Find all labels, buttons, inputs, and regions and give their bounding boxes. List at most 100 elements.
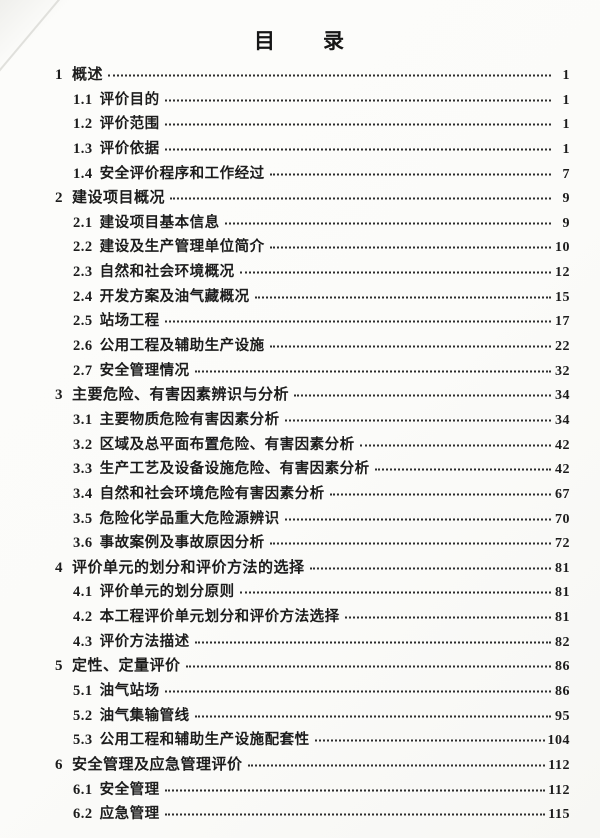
dot-leader xyxy=(164,320,551,323)
dot-leader xyxy=(294,394,551,397)
toc-entry[interactable]: 4 评价单元的划分和评价方法的选择 81 xyxy=(55,556,570,581)
entry-title: 主要危险、有害因素辨识与分析 xyxy=(72,387,290,404)
entry-title: 自然和社会环境概况 xyxy=(99,264,235,281)
entry-page-number: 42 xyxy=(555,462,570,478)
entry-page-number: 81 xyxy=(555,610,570,626)
toc-entry[interactable]: 3.5 危险化学品重大危险源辨识 70 xyxy=(55,507,570,532)
entry-page-number: 1 xyxy=(562,141,570,157)
entry-number: 6.2 xyxy=(73,806,93,823)
entry-number: 5.1 xyxy=(73,683,93,700)
entry-number: 5 xyxy=(55,658,63,675)
entry-page-number: 42 xyxy=(555,437,570,453)
entry-page-number: 7 xyxy=(562,166,570,182)
dot-leader xyxy=(239,271,551,274)
entry-page-number: 12 xyxy=(555,265,570,281)
dot-leader xyxy=(194,641,551,644)
entry-page-number: 112 xyxy=(548,782,570,798)
entry-page-number: 95 xyxy=(555,708,570,724)
toc-entry[interactable]: 1 概述 1 xyxy=(55,63,570,88)
toc-entry[interactable]: 3 主要危险、有害因素辨识与分析 34 xyxy=(55,383,570,408)
entry-title: 应急管理 xyxy=(99,806,160,823)
entry-number: 2.1 xyxy=(73,214,93,231)
entry-title: 主要物质危险有害因素分析 xyxy=(99,411,280,428)
entry-page-number: 34 xyxy=(555,412,570,428)
entry-title: 建设项目概况 xyxy=(72,190,166,207)
entry-number: 3 xyxy=(55,387,63,404)
entry-title: 安全管理及应急管理评价 xyxy=(72,756,243,773)
entry-number: 2.3 xyxy=(73,264,93,281)
entry-page-number: 32 xyxy=(555,363,570,379)
dot-leader xyxy=(314,739,545,742)
toc-entry[interactable]: 6.2 应急管理 115 xyxy=(55,802,570,827)
toc-entry[interactable]: 5.1 油气站场 86 xyxy=(55,679,570,704)
entry-number: 2.4 xyxy=(73,288,93,305)
dot-leader xyxy=(344,616,551,619)
dot-leader xyxy=(164,123,551,126)
dot-leader xyxy=(164,690,551,693)
toc-entry[interactable]: 2.4 开发方案及油气藏概况 15 xyxy=(55,285,570,310)
entry-title: 油气集输管线 xyxy=(99,707,190,724)
toc-entry[interactable]: 1.1 评价目的 1 xyxy=(55,88,570,113)
entry-title: 安全管理情况 xyxy=(99,362,190,379)
entry-title: 生产工艺及设备设施危险、有害因素分析 xyxy=(99,461,370,478)
dot-leader xyxy=(247,764,546,767)
toc-entry[interactable]: 5.3 公用工程和辅助生产设施配套性 104 xyxy=(55,728,570,753)
dot-leader xyxy=(164,789,546,792)
entry-page-number: 86 xyxy=(555,659,570,675)
entry-page-number: 72 xyxy=(555,536,570,552)
toc-entry[interactable]: 2.3 自然和社会环境概况 12 xyxy=(55,260,570,285)
toc-entry[interactable]: 2.2 建设及生产管理单位简介 10 xyxy=(55,235,570,260)
entry-number: 4.1 xyxy=(73,584,93,601)
entry-number: 1.2 xyxy=(73,116,93,133)
toc-entry[interactable]: 4.1 评价单元的划分原则 81 xyxy=(55,580,570,605)
dot-leader xyxy=(284,419,551,422)
dot-leader xyxy=(269,345,551,348)
entry-title: 建设项目基本信息 xyxy=(99,214,220,231)
dot-leader xyxy=(185,665,551,668)
toc-entry[interactable]: 2.7 安全管理情况 32 xyxy=(55,359,570,384)
entry-title: 评价单元的划分和评价方法的选择 xyxy=(72,559,305,576)
entry-title: 安全管理 xyxy=(99,781,160,798)
toc-entry[interactable]: 5 定性、定量评价 86 xyxy=(55,654,570,679)
toc-entry[interactable]: 6.1 安全管理 112 xyxy=(55,778,570,803)
toc-entry[interactable]: 3.1 主要物质危险有害因素分析 34 xyxy=(55,408,570,433)
entry-page-number: 9 xyxy=(562,215,570,231)
dot-leader xyxy=(224,222,551,225)
entry-page-number: 1 xyxy=(562,68,570,83)
entry-title: 危险化学品重大危险源辨识 xyxy=(99,510,280,527)
toc-entry[interactable]: 1.2 评价范围 1 xyxy=(55,112,570,137)
entry-page-number: 9 xyxy=(562,191,570,207)
dot-leader xyxy=(194,715,551,718)
entry-number: 3.5 xyxy=(73,510,93,527)
entry-number: 6 xyxy=(55,756,63,773)
entry-title: 事故案例及事故原因分析 xyxy=(99,535,265,552)
entry-page-number: 1 xyxy=(562,117,570,133)
entry-number: 4.3 xyxy=(73,633,93,650)
toc-entry[interactable]: 1.3 评价依据 1 xyxy=(55,137,570,162)
toc-entry[interactable]: 3.2 区域及总平面布置危险、有害因素分析 42 xyxy=(55,433,570,458)
entry-number: 6.1 xyxy=(73,781,93,798)
toc-entry[interactable]: 4.2 本工程评价单元划分和评价方法选择 81 xyxy=(55,605,570,630)
toc-entry[interactable]: 2.6 公用工程及辅助生产设施 22 xyxy=(55,334,570,359)
toc-entry[interactable]: 3.6 事故案例及事故原因分析 72 xyxy=(55,531,570,556)
toc-entry[interactable]: 6 安全管理及应急管理评价 112 xyxy=(55,753,570,778)
entry-title: 公用工程及辅助生产设施 xyxy=(99,338,265,355)
toc-entry[interactable]: 1.4 安全评价程序和工作经过 7 xyxy=(55,162,570,187)
toc-entry[interactable]: 3.4 自然和社会环境危险有害因素分析 67 xyxy=(55,482,570,507)
entry-number: 4 xyxy=(55,559,63,576)
entry-number: 3.3 xyxy=(73,461,93,478)
entry-number: 1.3 xyxy=(73,140,93,157)
dot-leader xyxy=(269,173,551,176)
toc-entry[interactable]: 2.5 站场工程 17 xyxy=(55,309,570,334)
dot-leader xyxy=(164,813,546,816)
toc-entry[interactable]: 5.2 油气集输管线 95 xyxy=(55,704,570,729)
entry-page-number: 15 xyxy=(555,289,570,305)
toc-entry[interactable]: 3.3 生产工艺及设备设施危险、有害因素分析 42 xyxy=(55,457,570,482)
toc-entry[interactable]: 4.3 评价方法描述 82 xyxy=(55,630,570,655)
toc-entry[interactable]: 2 建设项目概况 9 xyxy=(55,186,570,211)
toc-entry[interactable]: 2.1 建设项目基本信息 9 xyxy=(55,211,570,236)
entry-title: 定性、定量评价 xyxy=(72,658,181,675)
entry-number: 2.7 xyxy=(73,362,93,379)
entry-page-number: 81 xyxy=(555,585,570,601)
